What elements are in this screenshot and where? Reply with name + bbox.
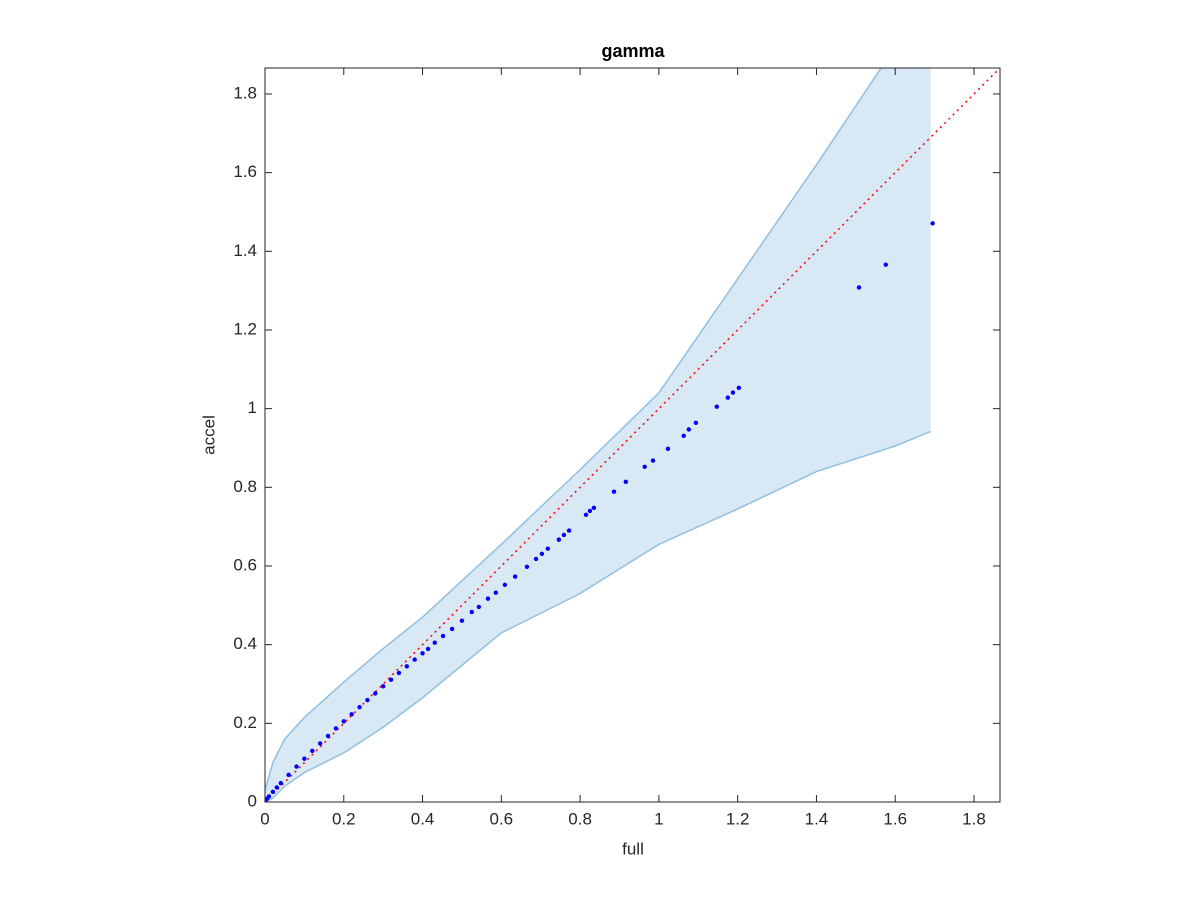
- x-tick-label: 1.8: [962, 809, 986, 828]
- point: [856, 285, 862, 290]
- point: [583, 512, 589, 518]
- x-tick-label: 1: [654, 809, 663, 828]
- point: [274, 785, 280, 790]
- point: [545, 546, 551, 551]
- axes-box: [264, 67, 1001, 803]
- point: [333, 726, 339, 731]
- y-tick-label: 1: [248, 398, 257, 417]
- point: [693, 420, 699, 426]
- point: [591, 505, 597, 510]
- y-tick-label: 1.6: [233, 162, 257, 181]
- y-tick-label: 1.2: [233, 319, 257, 338]
- point: [533, 556, 539, 562]
- point: [266, 794, 272, 799]
- point: [380, 684, 386, 689]
- point: [476, 604, 482, 610]
- point: [512, 574, 518, 579]
- reference-line: [265, 68, 1000, 802]
- point: [388, 677, 394, 682]
- y-tick-label: 0: [248, 791, 257, 810]
- axes: 0 0.2 0.4 0.6 0.8 1 1.2 1.4 1.6 1.8 0 0.2 0.4 0.6 0.8 1…: [233, 67, 1001, 828]
- y-tick-label: 0.2: [233, 713, 257, 732]
- y-tick-label: 0.4: [233, 634, 257, 653]
- point: [524, 564, 530, 569]
- y-axis-label: accel: [199, 415, 218, 455]
- y-tick-label: 0.8: [233, 477, 257, 496]
- point: [286, 772, 291, 778]
- y-tick-label: 0.6: [233, 555, 257, 574]
- band-upper: [265, 68, 882, 791]
- point: [373, 691, 378, 696]
- point: [714, 404, 719, 409]
- x-tick-label: 1.2: [726, 809, 750, 828]
- point: [270, 789, 276, 794]
- point: [566, 528, 572, 533]
- point: [317, 741, 323, 746]
- point: [725, 395, 731, 400]
- point: [432, 640, 437, 645]
- x-axis-label: full: [622, 839, 644, 858]
- point: [294, 764, 299, 769]
- x-tick-label: 0.4: [411, 809, 435, 828]
- point: [587, 508, 593, 514]
- point: [420, 651, 425, 656]
- x-tick-label: 0.8: [568, 809, 592, 828]
- point: [623, 479, 629, 485]
- point: [930, 221, 935, 226]
- point: [425, 646, 431, 652]
- point: [404, 664, 410, 669]
- x-tick-label: 1.6: [883, 809, 907, 828]
- point: [396, 670, 402, 676]
- point: [561, 532, 567, 538]
- point: [502, 582, 508, 588]
- point: [357, 705, 362, 710]
- point: [686, 427, 692, 432]
- point: [556, 537, 562, 542]
- point: [642, 464, 647, 470]
- point: [730, 390, 736, 395]
- point: [459, 618, 465, 623]
- point: [883, 262, 888, 267]
- point: [493, 590, 499, 595]
- x-tick-label: 1.4: [805, 809, 829, 828]
- point: [412, 657, 417, 662]
- x-tick-label: 0: [260, 809, 269, 828]
- x-tick-label: 0.2: [332, 809, 356, 828]
- point: [278, 780, 283, 786]
- point: [485, 596, 491, 601]
- y-tick-label: 1.4: [233, 241, 257, 260]
- chart-title: gamma: [601, 41, 665, 61]
- point: [325, 733, 331, 739]
- x-tick-label: 0.6: [490, 809, 514, 828]
- plot-area: [265, 68, 1000, 802]
- point: [650, 458, 656, 463]
- point: [736, 385, 742, 390]
- point: [665, 446, 671, 451]
- point: [302, 756, 307, 761]
- point: [449, 626, 455, 632]
- point: [349, 712, 354, 717]
- point: [365, 697, 370, 703]
- point: [310, 748, 315, 754]
- band-lower: [265, 430, 931, 802]
- point: [539, 551, 545, 556]
- point: [469, 609, 474, 615]
- point: [681, 433, 686, 438]
- confidence-band: [265, 68, 931, 802]
- point: [611, 489, 617, 494]
- point: [440, 633, 446, 639]
- point: [341, 719, 346, 724]
- y-tick-label: 1.8: [233, 83, 257, 102]
